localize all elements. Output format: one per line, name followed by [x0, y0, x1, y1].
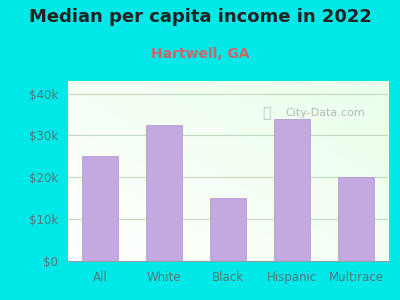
Text: Median per capita income in 2022: Median per capita income in 2022 — [28, 8, 372, 26]
Text: City-Data.com: City-Data.com — [286, 108, 365, 118]
Text: ⦿: ⦿ — [262, 106, 270, 120]
Text: Hartwell, GA: Hartwell, GA — [151, 46, 249, 61]
Bar — [146, 125, 182, 261]
Bar — [82, 156, 118, 261]
Bar — [274, 119, 310, 261]
Bar — [338, 177, 374, 261]
Bar — [210, 198, 246, 261]
